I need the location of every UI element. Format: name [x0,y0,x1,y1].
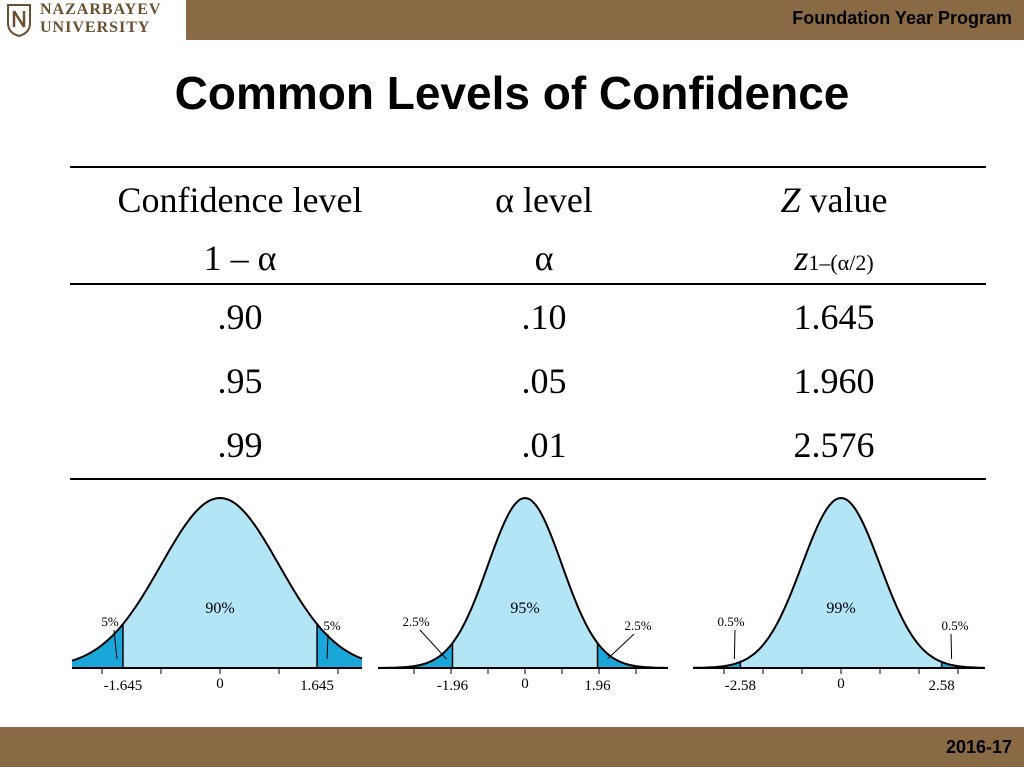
left-tail-area [378,643,453,668]
table-cell: .99 [217,425,263,465]
table-top-rule [70,166,986,168]
header-value-word: value [800,180,888,220]
header-z-symbol: z1–(α/2) [684,238,984,283]
right-tail-pointer [607,633,635,660]
zero-label: 0 [837,676,845,692]
center-percent-label: 95% [510,600,539,617]
curve-line [692,496,985,669]
header-confidence-level: Confidence level [117,180,363,220]
header-z-lower: z [794,238,809,278]
left-tail-pointer [419,629,447,660]
table-cell: .05 [521,361,567,401]
curve-area [693,498,985,668]
curve-area [72,498,362,668]
header-z-subscript: 1–(α/2) [808,250,874,275]
table-cell: .10 [521,297,567,337]
left-tail-label: 2.5% [402,614,429,629]
right-tail-label: 0.5% [941,618,968,633]
crest-icon [7,4,31,37]
normal-curve-figures: 90% 5% 5% -1.645 0 1.645 95% 2.5% 2.5% -1.96 0 1.96… [71,496,985,694]
table-bottom-rule [70,478,986,480]
right-tail-label: 2.5% [624,618,651,633]
table-cell: .95 [217,361,263,401]
left-tail-area [693,661,741,668]
right-tail-label: 5% [323,618,341,633]
bottom-bar: 2016-17 [0,727,1024,767]
right-tail-area [941,661,985,668]
right-z-label: 1.96 [584,678,611,694]
right-z-label: 2.58 [928,678,954,694]
right-tail-pointer [950,633,953,660]
left-z-label: -1.645 [104,678,143,694]
left-z-label: -2.58 [725,678,756,694]
header-alpha-level: α level [495,180,593,220]
right-tail-area [317,624,362,668]
top-bar: NAZARBAYEV UNIVERSITY Foundation Year Pr… [0,0,1024,40]
header-z-letter: Z [780,180,801,220]
university-name-line2: UNIVERSITY [40,19,151,36]
slide-title: Common Levels of Confidence [174,67,850,119]
left-tail-area [72,624,123,668]
table-cell: 1.645 [793,297,875,337]
right-tail-pointer [326,633,329,660]
header-alpha: α [534,238,554,278]
left-tail-label: 0.5% [717,614,744,629]
curve-area [378,498,668,668]
university-name-line1: NAZARBAYEV [40,1,162,18]
center-percent-label: 90% [205,600,234,617]
left-z-label: -1.96 [437,678,469,694]
curve-line [378,497,668,669]
center-percent-label: 99% [826,600,855,617]
university-logo: NAZARBAYEV UNIVERSITY [0,0,186,40]
table-cell: 2.576 [793,425,875,465]
left-tail-pointer [113,629,118,660]
zero-label: 0 [521,676,529,692]
header-one-minus-alpha: 1 – α [203,238,277,278]
right-z-label: 1.645 [300,678,334,694]
table-cell: .01 [521,425,567,465]
program-name: Foundation Year Program [792,8,1012,28]
right-tail-area [597,643,668,668]
table-cell: 1.960 [793,361,875,401]
header-z-value: Z value [684,180,984,220]
left-tail-label: 5% [101,614,119,629]
zero-label: 0 [216,676,224,692]
curve-line [71,496,363,662]
left-tail-pointer [733,629,736,660]
table-cell: .90 [217,297,263,337]
academic-year: 2016-17 [945,737,1012,757]
table-header-rule [70,283,986,285]
